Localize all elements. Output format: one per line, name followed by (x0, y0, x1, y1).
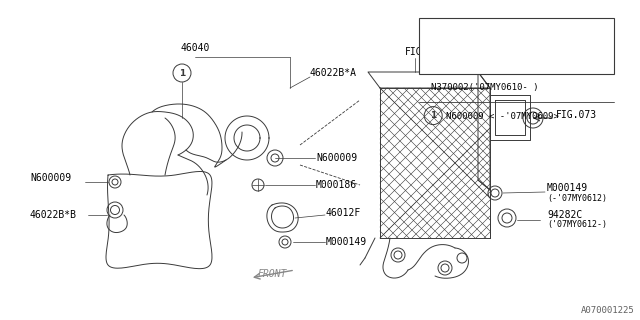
Text: N370002('07MY0610- ): N370002('07MY0610- ) (431, 83, 539, 92)
Text: 1: 1 (179, 68, 185, 77)
Text: N600009: N600009 (30, 173, 71, 183)
Text: FRONT: FRONT (258, 269, 287, 279)
Text: 1: 1 (430, 111, 436, 120)
Text: 46040: 46040 (180, 43, 210, 53)
Bar (419, 18, 614, 74)
Text: M000186: M000186 (316, 180, 357, 190)
Text: M000149: M000149 (326, 237, 367, 247)
Text: ('07MY0612-): ('07MY0612-) (547, 220, 607, 229)
Text: M000149: M000149 (547, 183, 588, 193)
Text: FIG.070-7: FIG.070-7 (405, 47, 458, 57)
Text: N600009 < -'07MY0609>: N600009 < -'07MY0609> (446, 112, 559, 121)
Text: FIG.073: FIG.073 (556, 110, 597, 120)
Text: A070001225: A070001225 (581, 306, 635, 315)
Text: (-'07MY0612): (-'07MY0612) (547, 194, 607, 203)
Text: 46022B*B: 46022B*B (30, 210, 77, 220)
Text: 46012F: 46012F (326, 208, 361, 218)
Text: 46022B*A: 46022B*A (310, 68, 357, 78)
Text: N600009: N600009 (316, 153, 357, 163)
Text: 94282C: 94282C (547, 210, 582, 220)
